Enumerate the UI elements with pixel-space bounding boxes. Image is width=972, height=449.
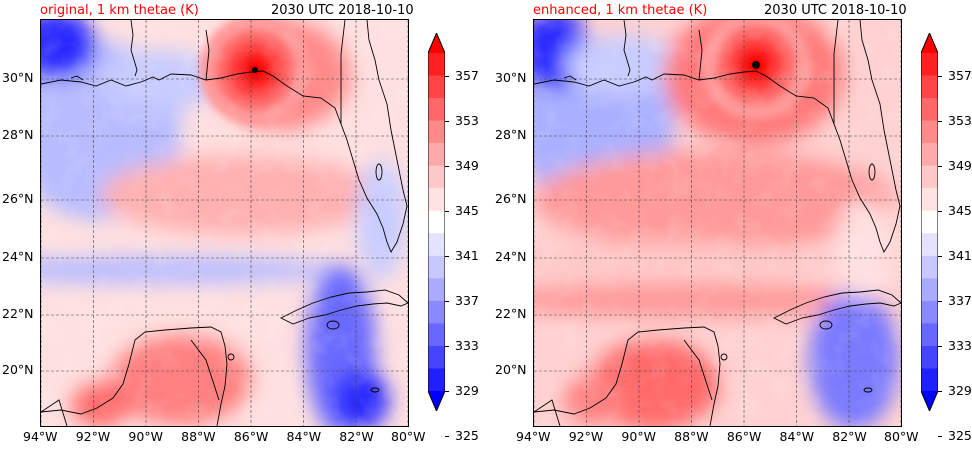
colorbar-segment — [428, 165, 445, 189]
colorbar-tick-label: 357 — [948, 67, 972, 83]
field-texture — [534, 20, 901, 426]
colorbar-tick-label: 341 — [455, 247, 479, 263]
colorbar-segment — [428, 345, 445, 369]
colorbar-extend-bottom — [921, 391, 938, 411]
lon-tick-label: 86°W — [233, 429, 269, 444]
colorbar-tick-label: 329 — [948, 383, 972, 398]
colorbar-segment — [428, 75, 445, 99]
lon-tick-label: 92°W — [75, 429, 111, 444]
colorbar-segment — [428, 255, 445, 279]
lon-tick-label: 82°W — [832, 429, 867, 444]
colorbar-segment — [428, 278, 445, 302]
colorbar-segment — [921, 278, 938, 302]
lon-tick-label: 80°W — [391, 429, 426, 444]
colorbar-segment — [921, 255, 938, 279]
lat-tick-label: 20°N — [495, 362, 527, 377]
lat-tick-label: 28°N — [495, 127, 527, 142]
colorbar-tick-label: 325 — [455, 428, 479, 444]
lat-tick-label: 22°N — [495, 306, 527, 321]
coastline — [534, 20, 901, 426]
colorbar-segment — [921, 165, 938, 189]
colorbar-segment — [921, 210, 938, 234]
lon-tick-label: 80°W — [884, 429, 919, 444]
right-panel-title: enhanced, 1 km thetae (K) — [533, 3, 708, 18]
colorbar-segment — [428, 233, 445, 257]
right-map[interactable] — [533, 19, 902, 427]
colorbar-tick-label: 349 — [948, 157, 972, 173]
colorbar-tick-label: 357 — [455, 67, 479, 83]
lon-tick-label: 92°W — [568, 429, 604, 444]
colorbar-segment — [428, 368, 445, 392]
left-map-canvas — [41, 20, 408, 426]
right-panel-timestamp: 2030 UTC 2018-10-10 — [764, 3, 907, 18]
left-map[interactable] — [40, 19, 409, 427]
lon-tick-label: 84°W — [779, 429, 815, 444]
lon-tick-label: 94°W — [516, 429, 551, 444]
colorbar-tick-label: 325 — [948, 428, 972, 444]
lon-tick-label: 88°W — [674, 429, 709, 444]
colorbar-segment — [921, 75, 938, 99]
colorbar-segment — [921, 368, 938, 392]
colorbar-tick-label: 337 — [455, 292, 479, 308]
colorbar-segment — [921, 120, 938, 144]
left-colorbar — [427, 31, 446, 413]
colorbar-tick-label: 349 — [455, 157, 479, 173]
lat-tick-label: 24°N — [2, 249, 34, 264]
colorbar-tick-label: 341 — [948, 247, 972, 263]
lat-tick-label: 22°N — [2, 306, 34, 321]
lat-tick-label: 30°N — [2, 70, 34, 85]
colorbar-segment — [921, 98, 938, 122]
lon-tick-label: 86°W — [726, 429, 762, 444]
colorbar-extend-top — [428, 33, 445, 53]
colorbar-tick-label: 329 — [455, 383, 479, 398]
colorbar-segment — [428, 300, 445, 324]
colorbar-segment — [921, 323, 938, 347]
colorbar-segment — [428, 98, 445, 122]
right-map-canvas — [534, 20, 901, 426]
colorbar-tick-label: 333 — [455, 337, 479, 353]
lon-tick-label: 82°W — [339, 429, 374, 444]
colorbar-segment — [921, 143, 938, 167]
lat-tick-label: 26°N — [495, 191, 527, 206]
colorbar-tick-label: 345 — [948, 202, 972, 218]
colorbar-segment — [428, 120, 445, 144]
lat-tick-label: 26°N — [2, 191, 34, 206]
lon-tick-label: 90°W — [621, 429, 656, 444]
left-panel-timestamp: 2030 UTC 2018-10-10 — [271, 3, 414, 18]
lat-tick-label: 20°N — [2, 362, 34, 377]
left-panel-title: original, 1 km thetae (K) — [40, 3, 199, 18]
lon-tick-label: 90°W — [128, 429, 163, 444]
colorbar-tick-label: 345 — [455, 202, 479, 218]
lon-tick-label: 88°W — [181, 429, 216, 444]
field-texture — [41, 20, 408, 426]
colorbar-segment — [921, 188, 938, 212]
colorbar-extend-top — [921, 33, 938, 53]
colorbar-segment — [428, 143, 445, 167]
colorbar-segment — [428, 188, 445, 212]
colorbar-segment — [921, 345, 938, 369]
colorbar-segment — [428, 53, 445, 77]
colorbar-tick-label: 333 — [948, 337, 972, 353]
coastline — [41, 20, 408, 426]
right-colorbar — [920, 31, 939, 413]
lat-tick-label: 30°N — [495, 70, 527, 85]
lon-tick-label: 94°W — [23, 429, 58, 444]
colorbar-tick-label: 337 — [948, 292, 972, 308]
colorbar-segment — [921, 53, 938, 77]
colorbar-segment — [921, 233, 938, 257]
colorbar-tick-label: 353 — [455, 112, 479, 128]
colorbar-extend-bottom — [428, 391, 445, 411]
lon-tick-label: 84°W — [286, 429, 322, 444]
colorbar-segment — [428, 210, 445, 234]
lat-tick-label: 24°N — [495, 249, 527, 264]
colorbar-tick-label: 353 — [948, 112, 972, 128]
lat-tick-label: 28°N — [2, 127, 34, 142]
colorbar-segment — [921, 300, 938, 324]
colorbar-segment — [428, 323, 445, 347]
